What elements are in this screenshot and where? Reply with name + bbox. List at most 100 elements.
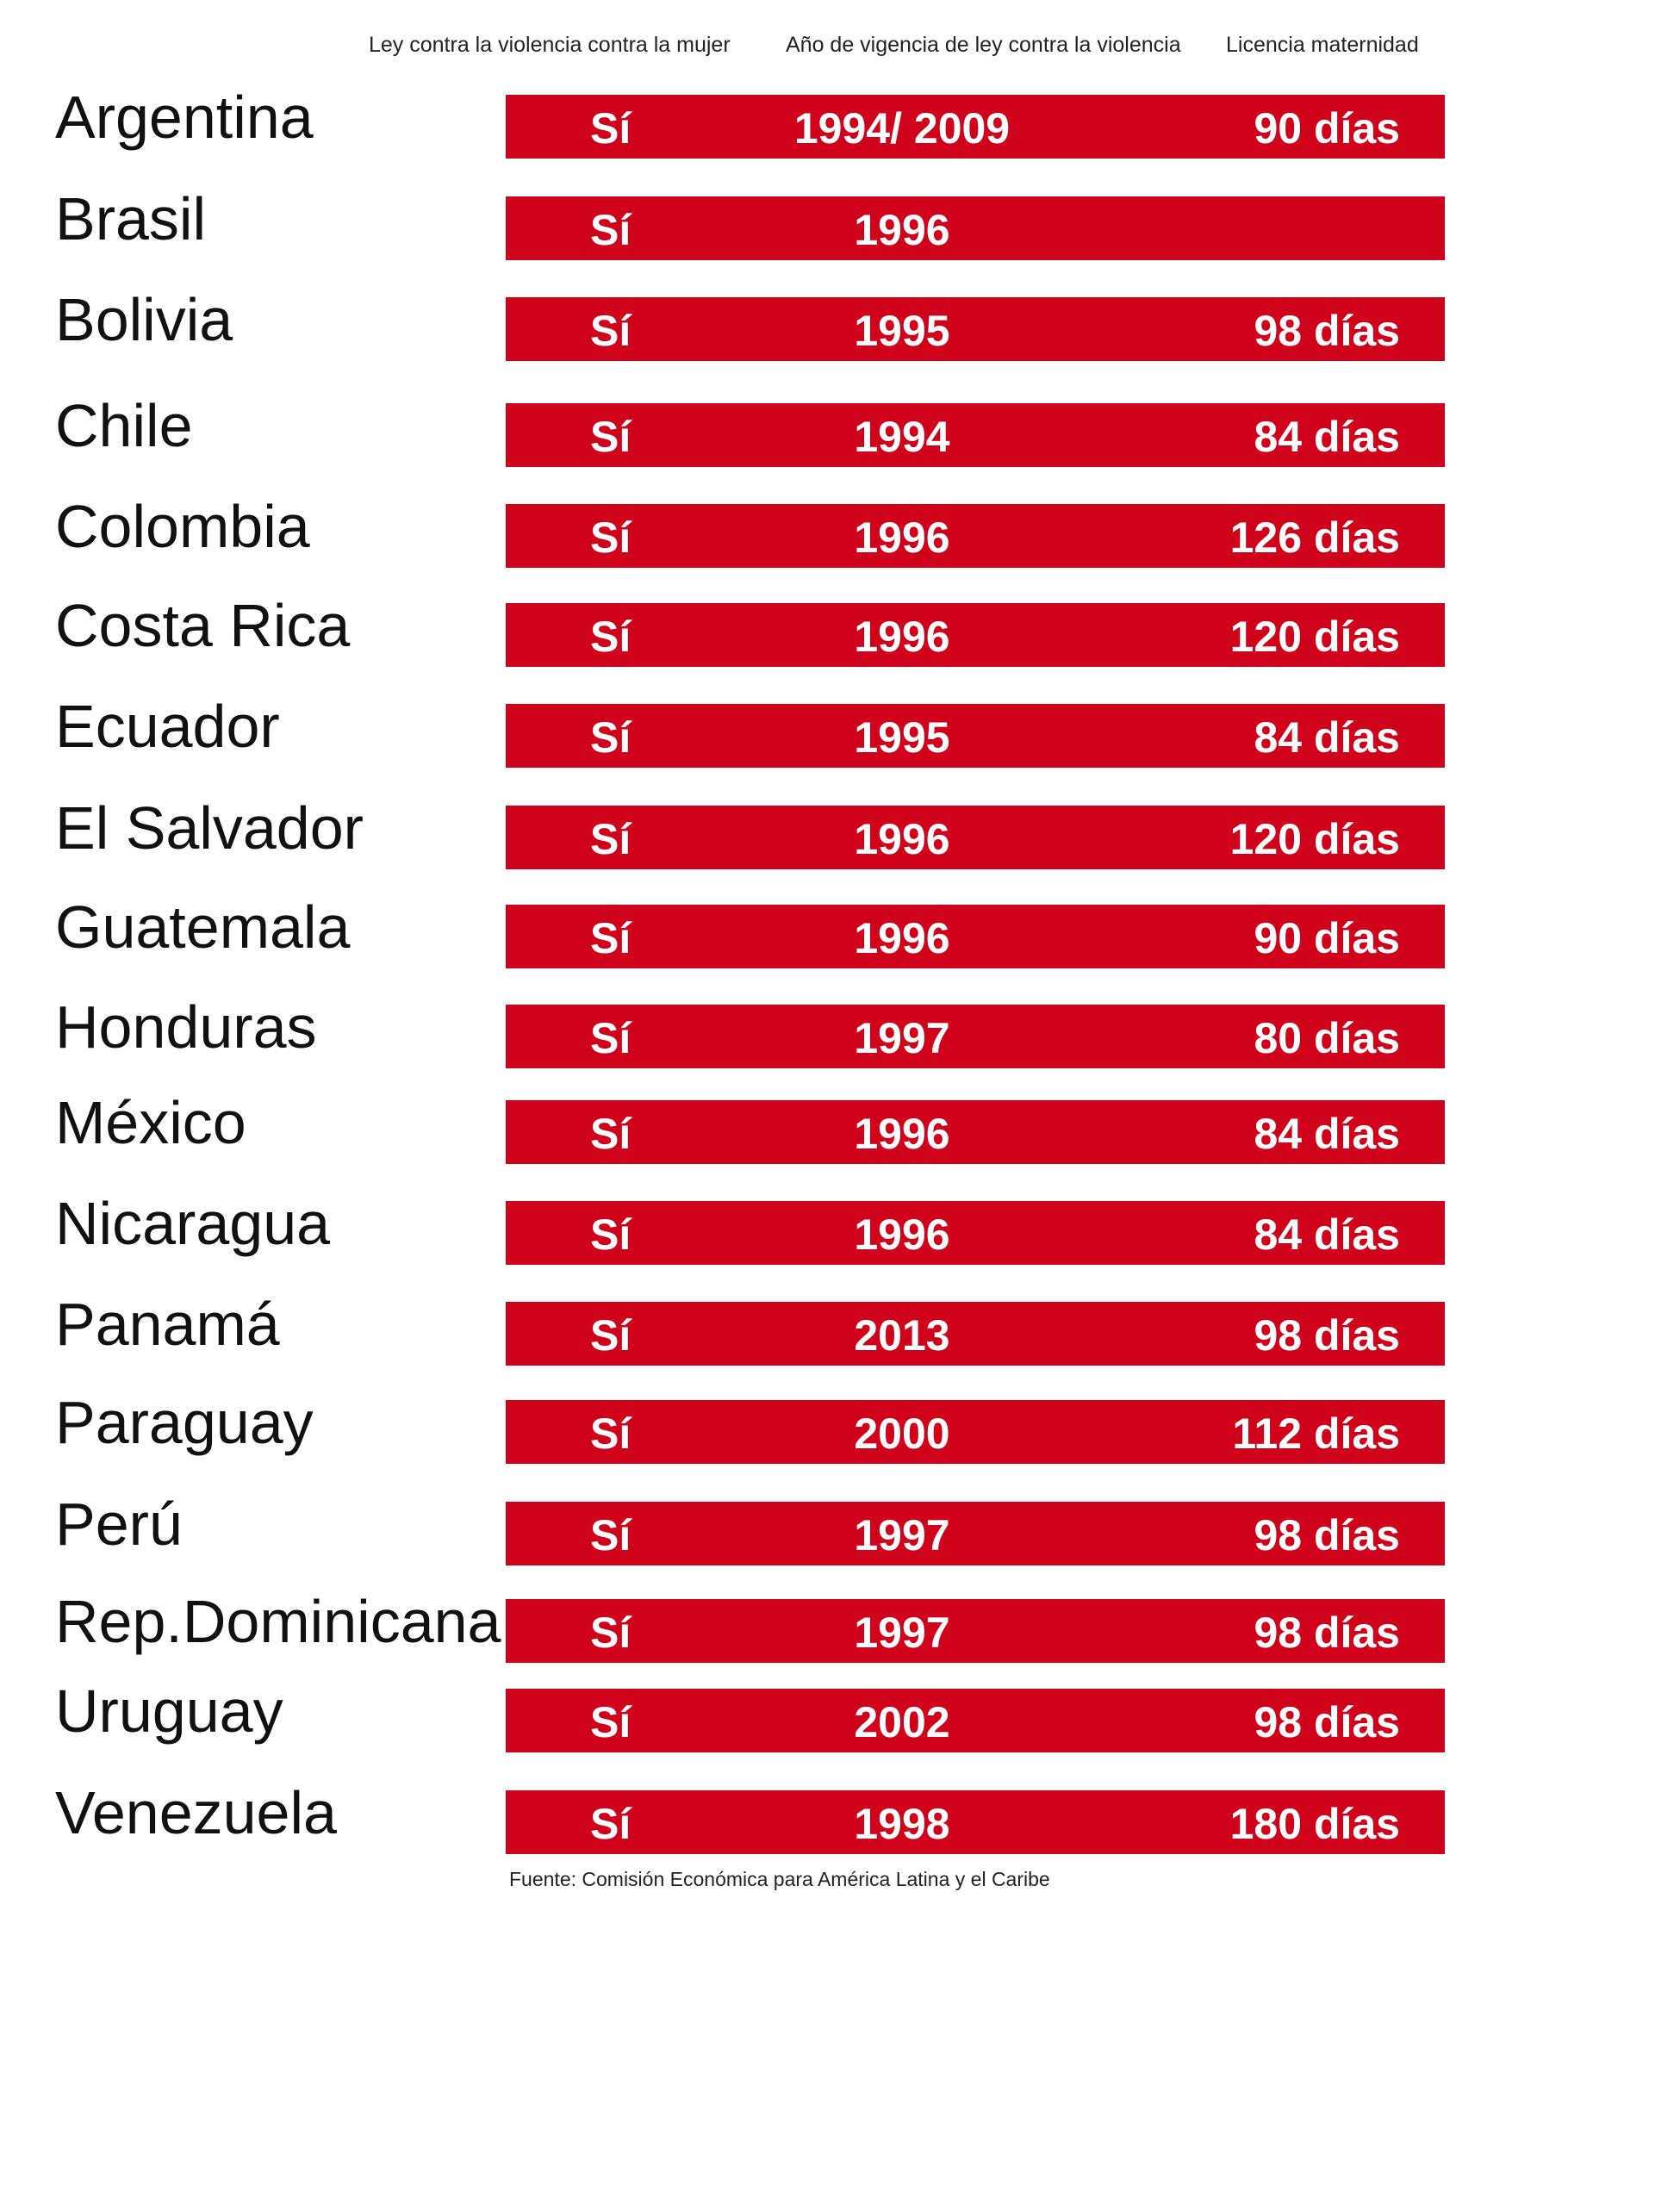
data-bar: Sí 1996 84 días [506,1100,1445,1164]
law-cell: Sí [590,1800,632,1848]
law-cell: Sí [590,914,632,962]
leave-cell: 84 días [1254,1110,1400,1158]
leave-cell: 112 días [1232,1410,1400,1458]
year-cell: 1997 [854,1609,950,1657]
law-cell: Sí [590,613,632,661]
country-name: Guatemala [55,893,351,961]
table-row: Panamá Sí 2013 98 días [0,1291,1680,1366]
leave-cell: 126 días [1229,513,1400,562]
country-name: Panamá [55,1291,280,1358]
year-cell: 1996 [854,513,950,562]
data-bar: Sí 2013 98 días [506,1302,1445,1366]
data-bar: Sí 2000 112 días [506,1400,1445,1464]
table-row: Bolivia Sí 1995 98 días [0,286,1680,361]
country-name: Perú [55,1491,183,1558]
law-cell: Sí [590,413,632,461]
leave-cell: 84 días [1254,413,1400,461]
country-name: Brasil [55,185,207,252]
leave-cell: 90 días [1254,914,1400,962]
table-row: Costa Rica Sí 1996 120 días [0,592,1680,667]
leave-cell: 84 días [1254,1211,1400,1259]
data-bar: Sí 1997 98 días [506,1599,1445,1663]
law-cell: Sí [590,104,632,152]
country-name: Venezuela [55,1779,337,1846]
year-cell: 2013 [854,1311,950,1360]
law-cell: Sí [590,513,632,562]
year-cell: 1995 [854,713,950,762]
country-name: Chile [55,392,193,459]
year-cell: 1996 [854,1211,950,1259]
law-cell: Sí [590,1698,632,1746]
leave-cell: 98 días [1254,1511,1400,1559]
column-header-year: Año de vigencia de ley contra la violenc… [786,33,1181,57]
law-cell: Sí [590,713,632,762]
table-row: Argentina Sí 1994/ 2009 90 días [0,84,1680,159]
leave-cell: 84 días [1254,713,1400,762]
table-row: Nicaragua Sí 1996 84 días [0,1190,1680,1265]
table-row: Guatemala Sí 1996 90 días [0,893,1680,968]
law-cell: Sí [590,1511,632,1559]
year-cell: 1996 [854,914,950,962]
data-bar: Sí 1996 120 días [506,603,1445,667]
law-cell: Sí [590,1014,632,1062]
data-bar: Sí 1995 98 días [506,297,1445,361]
country-name: Ecuador [55,693,280,760]
law-cell: Sí [590,307,632,355]
law-cell: Sí [590,1410,632,1458]
table-row: Rep.Dominicana Sí 1997 98 días [0,1588,1680,1663]
data-bar: Sí 1997 98 días [506,1502,1445,1565]
country-name: Honduras [55,993,317,1061]
law-cell: Sí [590,206,632,254]
country-name: Costa Rica [55,592,351,659]
country-name: Paraguay [55,1389,314,1456]
leave-cell: 90 días [1254,104,1400,152]
data-bar: Sí 1996 84 días [506,1201,1445,1265]
leave-cell: 98 días [1254,1311,1400,1360]
data-bar: Sí 1996 120 días [506,806,1445,869]
table-row: El Salvador Sí 1996 120 días [0,794,1680,869]
law-cell: Sí [590,1211,632,1259]
country-name: Rep.Dominicana [55,1588,501,1655]
data-bar: Sí 1997 80 días [506,1005,1445,1068]
data-bar: Sí 1996 90 días [506,905,1445,968]
year-cell: 1996 [854,1110,950,1158]
year-cell: 1997 [854,1511,950,1559]
country-name: El Salvador [55,794,364,862]
source-note: Fuente: Comisión Económica para América … [509,1868,1050,1890]
data-bar: Sí 1996 126 días [506,504,1445,568]
year-cell: 1998 [854,1800,950,1848]
country-name: Argentina [55,84,314,151]
data-bar: Sí 2002 98 días [506,1689,1445,1752]
year-cell: 1995 [854,307,950,355]
data-bar: Sí 1998 180 días [506,1790,1445,1854]
data-bar: Sí 1994 84 días [506,403,1445,467]
year-cell: 1996 [854,206,950,254]
table-row: Perú Sí 1997 98 días [0,1491,1680,1565]
table-row: Honduras Sí 1997 80 días [0,993,1680,1068]
data-bar: Sí 1995 84 días [506,704,1445,768]
leave-cell: 120 días [1229,815,1400,863]
law-cell: Sí [590,1311,632,1360]
data-bar: Sí 1996 [506,196,1445,260]
table-row: Ecuador Sí 1995 84 días [0,693,1680,768]
table-row: Uruguay Sí 2002 98 días [0,1677,1680,1752]
data-bar: Sí 1994/ 2009 90 días [506,95,1445,159]
leave-cell [1124,196,1400,260]
leave-cell: 98 días [1254,1698,1400,1746]
leave-cell: 98 días [1254,1609,1400,1657]
country-name: Bolivia [55,286,233,353]
year-cell: 1994 [854,413,950,461]
country-name: México [55,1089,246,1156]
year-cell: 1996 [854,613,950,661]
leave-cell: 98 días [1254,307,1400,355]
year-cell: 2002 [854,1698,950,1746]
table-row: Venezuela Sí 1998 180 días [0,1779,1680,1854]
leave-cell: 80 días [1254,1014,1400,1062]
table-row: México Sí 1996 84 días [0,1089,1680,1164]
year-cell: 1996 [854,815,950,863]
year-cell: 1997 [854,1014,950,1062]
table-row: Chile Sí 1994 84 días [0,392,1680,467]
leave-cell: 120 días [1229,613,1400,661]
year-cell: 2000 [854,1410,950,1458]
country-name: Nicaragua [55,1190,331,1257]
